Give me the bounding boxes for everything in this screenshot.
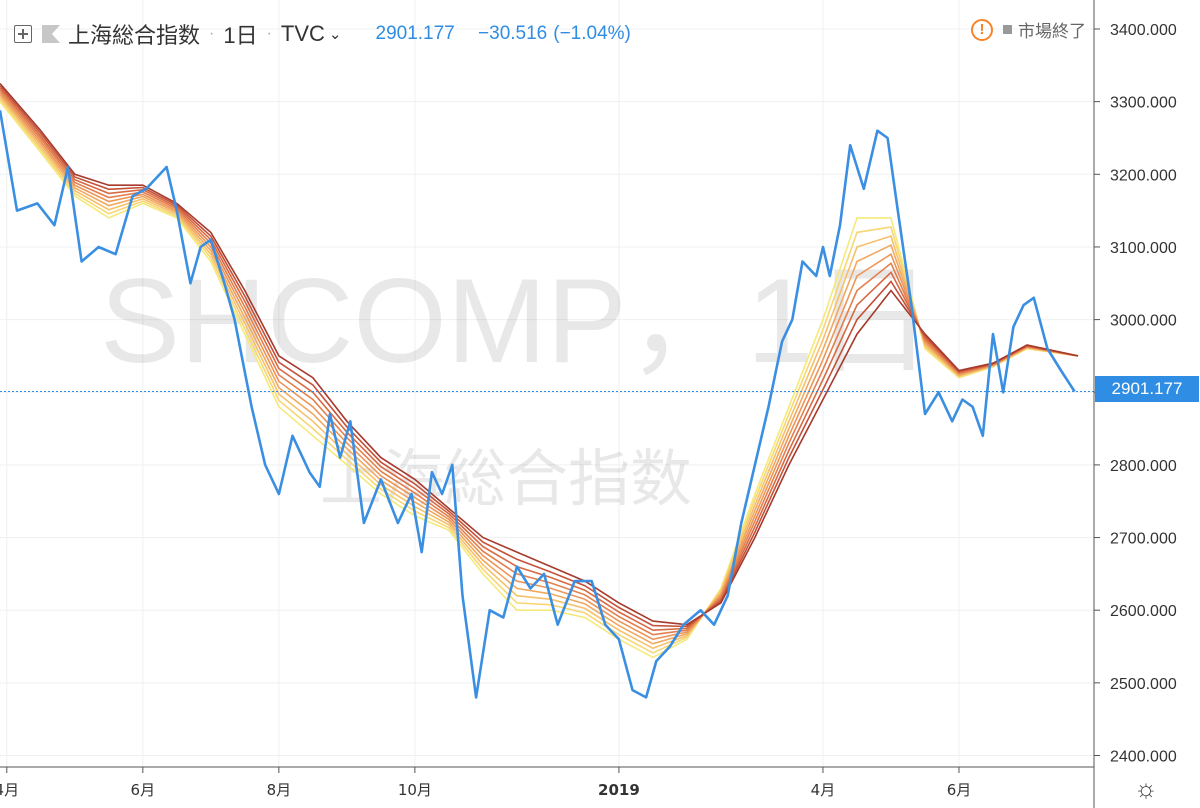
ma-line-4 (0, 94, 1079, 645)
x-tick-label: 6月 (131, 781, 156, 799)
ma-line-2 (0, 98, 1079, 654)
x-tick-label: 8月 (267, 781, 292, 799)
y-tick-label: 3000.000 (1110, 313, 1177, 330)
y-tick-label: 2700.000 (1110, 531, 1177, 548)
time-axis[interactable]: 4月 6月 8月 10月 2019 4月 6月 (0, 767, 971, 799)
ma-line-3 (0, 96, 1079, 650)
price-change-percent: (−1.04%) (553, 23, 631, 44)
plus-box-icon[interactable] (14, 25, 32, 43)
ma-ribbon (0, 82, 1079, 659)
ma-line-9 (0, 82, 1079, 626)
price-series (0, 110, 1076, 699)
y-tick-label: 2800.000 (1110, 458, 1177, 475)
x-tick-label: 4月 (811, 781, 836, 799)
y-tick-label: 3200.000 (1110, 167, 1177, 184)
interval-label[interactable]: 1日 (223, 23, 258, 48)
market-closed-icon (1003, 25, 1012, 34)
price-line (0, 110, 1076, 699)
ma-line-1 (0, 101, 1079, 659)
x-tick-label: 4月 (0, 781, 19, 799)
y-tick-label: 3300.000 (1110, 95, 1177, 112)
y-tick-label: 3400.000 (1110, 22, 1177, 39)
y-tick-label: 3100.000 (1110, 240, 1177, 257)
ma-line-7 (0, 87, 1079, 632)
watermark-name: 上海総合指数 (320, 442, 692, 515)
flag-icon[interactable] (42, 25, 60, 43)
market-status: ! 市場終了 (971, 17, 1086, 42)
warning-icon[interactable]: ! (971, 18, 993, 41)
x-tick-label: 2019 (598, 781, 640, 799)
gear-icon[interactable]: ☼ (1134, 773, 1158, 803)
chevron-down-icon[interactable]: ⌄ (328, 26, 342, 43)
symbol-name[interactable]: 上海総合指数 (68, 23, 201, 48)
y-tick-label: 2600.000 (1110, 603, 1177, 620)
x-tick-label: 10月 (398, 781, 432, 799)
separator-dot: · (209, 25, 215, 42)
ma-line-8 (0, 85, 1079, 628)
grid (0, 0, 1094, 767)
chart-header: 上海総合指数 · 1日 · TVC ⌄ 2901.177 −30.516 (−1.… (14, 16, 649, 52)
price-change: −30.516 (478, 23, 548, 44)
quote-values: 2901.177 −30.516 (−1.04%) (376, 23, 649, 45)
exchange-label[interactable]: TVC (280, 21, 325, 46)
separator-dot: · (266, 25, 272, 42)
market-status-label: 市場終了 (1018, 22, 1086, 41)
last-price: 2901.177 (375, 23, 455, 44)
ma-line-6 (0, 89, 1079, 636)
y-tick-label: 2500.000 (1110, 676, 1177, 693)
x-tick-label: 6月 (947, 781, 972, 799)
y-tick-label: 2400.000 (1110, 749, 1177, 766)
last-price-badge: 2901.177 (1095, 376, 1199, 402)
